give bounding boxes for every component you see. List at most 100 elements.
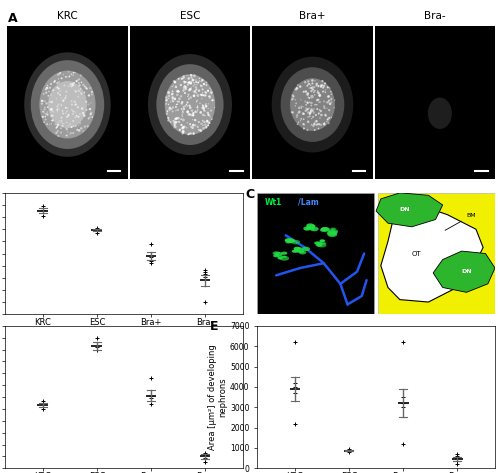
Point [204, 122, 212, 129]
Point [62, 125, 70, 133]
Point [309, 107, 317, 114]
Point [192, 89, 200, 97]
Point [62, 110, 70, 117]
Point [70, 129, 78, 136]
Point [326, 100, 334, 108]
Point [320, 119, 328, 126]
Point [304, 78, 312, 85]
Point [180, 105, 188, 113]
Point [306, 110, 314, 118]
Point [63, 107, 71, 115]
Point [80, 127, 88, 135]
Point [324, 98, 332, 106]
Point [314, 96, 322, 104]
Point [172, 83, 180, 91]
Point [293, 113, 301, 121]
Polygon shape [376, 193, 442, 227]
Point [202, 103, 210, 110]
Point [69, 71, 77, 79]
Point [193, 109, 201, 116]
Point [176, 95, 184, 103]
Point [294, 121, 302, 128]
Point [320, 97, 328, 105]
Point [196, 127, 204, 134]
Point [200, 80, 208, 88]
Point [292, 96, 300, 104]
Point [324, 116, 332, 123]
Point [184, 81, 192, 88]
Point [172, 115, 180, 123]
Point [58, 101, 66, 109]
Point [199, 104, 207, 111]
Point [299, 103, 307, 111]
Point [200, 107, 208, 114]
Point [200, 105, 208, 112]
Point [64, 111, 72, 119]
Point [304, 109, 312, 116]
Point [175, 98, 183, 105]
Point [52, 95, 60, 103]
Circle shape [284, 238, 292, 242]
Point [70, 79, 78, 87]
Point [310, 109, 318, 116]
Point [198, 90, 206, 98]
Point [76, 85, 84, 93]
Point [169, 104, 177, 111]
Ellipse shape [290, 78, 335, 131]
Point [55, 100, 63, 108]
Point [195, 87, 203, 95]
Circle shape [320, 239, 325, 242]
Point [180, 123, 188, 131]
Point [70, 69, 78, 77]
Point [74, 103, 82, 111]
Point [63, 132, 71, 140]
Point [312, 111, 320, 119]
Point [175, 88, 183, 96]
Point [54, 75, 62, 83]
Point [297, 96, 305, 104]
Point [295, 104, 303, 112]
Point [85, 92, 93, 99]
Circle shape [274, 252, 282, 256]
Point [54, 121, 62, 129]
Ellipse shape [48, 81, 87, 128]
Point [58, 94, 66, 102]
Point [308, 88, 316, 95]
Point [204, 105, 212, 113]
Point [308, 99, 316, 107]
Point [184, 111, 192, 118]
Point [320, 104, 328, 112]
Point [319, 84, 327, 92]
Point [304, 118, 312, 125]
Point [174, 91, 182, 98]
Point [39, 108, 47, 115]
Point [168, 105, 176, 113]
Point [179, 107, 187, 115]
Point [77, 72, 85, 79]
Point [71, 69, 79, 77]
Point [168, 105, 175, 113]
Text: E: E [210, 320, 218, 333]
Point [199, 117, 207, 124]
Point [168, 94, 176, 101]
Circle shape [320, 227, 330, 232]
Point [53, 123, 61, 131]
Point [190, 130, 198, 138]
Point [48, 105, 56, 113]
Point [193, 96, 201, 104]
Point [69, 117, 77, 125]
Point [325, 114, 333, 122]
Point [207, 86, 215, 94]
Point [62, 73, 70, 80]
Point [297, 115, 305, 123]
Point [88, 114, 96, 121]
Point [70, 98, 78, 105]
Point [71, 87, 79, 94]
Point [203, 117, 211, 125]
Point [72, 88, 80, 96]
Point [324, 115, 332, 123]
Point [198, 91, 205, 99]
Point [192, 84, 200, 91]
Point [174, 114, 182, 122]
Point [186, 79, 194, 87]
